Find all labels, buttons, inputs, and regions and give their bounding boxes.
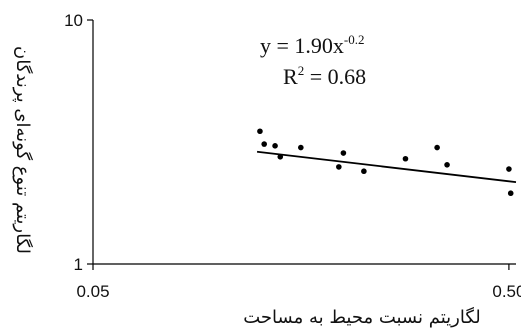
data-point bbox=[336, 164, 342, 170]
data-point bbox=[277, 154, 284, 160]
x-tick-label: 0.50 bbox=[492, 282, 521, 301]
data-point bbox=[434, 144, 440, 151]
axes bbox=[92, 20, 516, 265]
equation-exponent: -0.2 bbox=[344, 32, 365, 47]
points-group bbox=[257, 128, 514, 197]
data-point bbox=[340, 150, 347, 156]
tick-group: 1 10 0.05 0.50 bbox=[64, 11, 521, 301]
data-point bbox=[444, 162, 450, 168]
y-tick-label: 1 bbox=[74, 255, 83, 274]
r-squared-label: R2 = 0.68 bbox=[283, 63, 366, 89]
trendline bbox=[256, 150, 517, 184]
data-point bbox=[261, 141, 267, 147]
y-axis-title: لگاریتم تنوع گونه‌ای پرندگان bbox=[12, 46, 34, 254]
data-point bbox=[402, 155, 409, 162]
data-point bbox=[507, 190, 514, 197]
data-point bbox=[298, 144, 304, 151]
equation-main: y = 1.90x bbox=[260, 33, 344, 58]
x-axis-title: لگاریتم نسبت محیط به مساحت bbox=[243, 306, 481, 328]
equation-label: y = 1.90x-0.2 bbox=[260, 32, 365, 58]
data-point bbox=[257, 128, 263, 135]
y-tick-label: 10 bbox=[64, 11, 83, 30]
r-squared-superscript: 2 bbox=[298, 63, 305, 78]
r-squared-value: = 0.68 bbox=[304, 64, 366, 89]
x-tick-label: 0.05 bbox=[76, 282, 109, 301]
trendline-group bbox=[256, 150, 517, 184]
data-point bbox=[361, 168, 367, 175]
data-point bbox=[272, 143, 278, 149]
data-point bbox=[506, 166, 512, 172]
r-squared-prefix: R bbox=[283, 64, 298, 89]
